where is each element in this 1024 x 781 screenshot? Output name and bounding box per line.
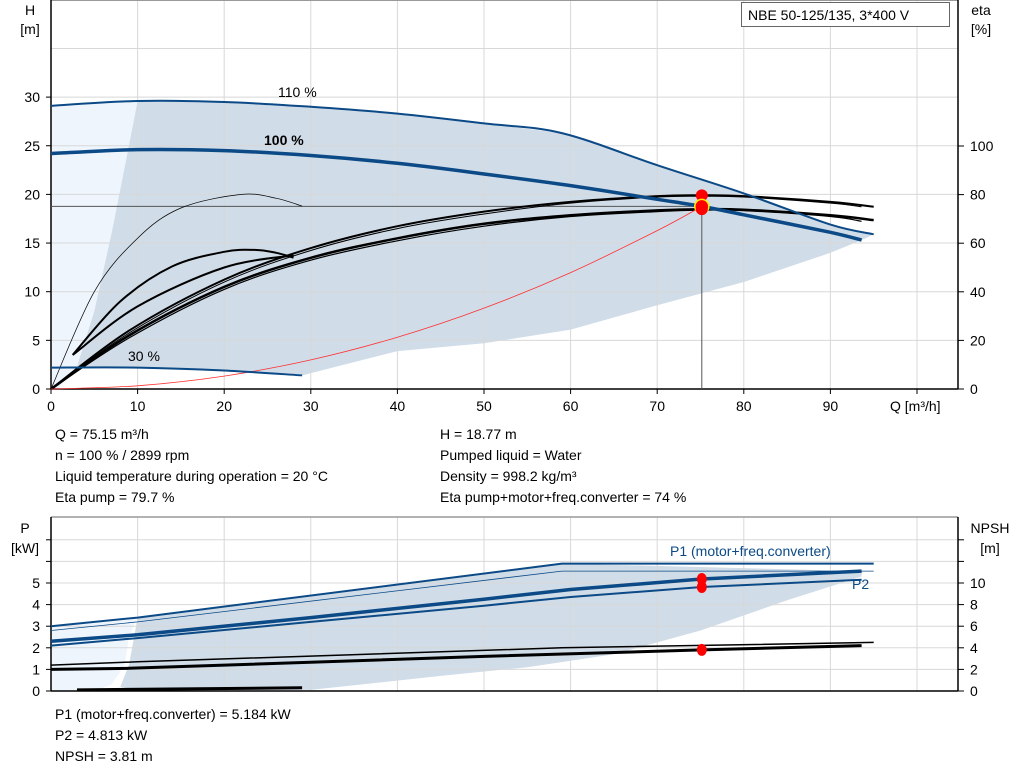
min-speed-curve — [50, 193, 303, 390]
x-tick-label: 20 — [216, 398, 232, 414]
p-tick-label: 4 — [32, 597, 40, 613]
info-top-left: Q = 75.15 m³/h n = 100 % / 2899 rpm Liqu… — [55, 424, 328, 508]
npsh-tick-label: 10 — [970, 575, 986, 591]
y2-tick-label: 60 — [970, 235, 986, 251]
y-axis-label: H — [25, 2, 35, 18]
y-tick-label: 20 — [24, 186, 40, 202]
eta-pump-point — [695, 189, 708, 202]
npsh-tick-label: 2 — [970, 661, 978, 677]
npsh-axis-label: NPSH — [971, 520, 1010, 536]
y2-tick-label: 0 — [970, 381, 978, 397]
p-tick-label: 5 — [32, 575, 40, 591]
info-p1: P1 (motor+freq.converter) = 5.184 kW — [55, 706, 291, 722]
p2-series-label: P2 — [852, 576, 869, 592]
info-npsh: NPSH = 3.81 m — [55, 748, 153, 764]
x-tick-label: 30 — [303, 398, 319, 414]
y2-axis-unit: [%] — [971, 21, 991, 37]
p-axis-label: P — [20, 520, 29, 536]
y-tick-label: 15 — [24, 235, 40, 251]
power-curve — [50, 570, 874, 631]
min-speed-curve — [71, 248, 294, 356]
power-curve — [50, 562, 874, 628]
eta-total-point — [695, 203, 708, 216]
npsh-point — [696, 643, 707, 656]
y-tick-label: 0 — [32, 381, 40, 397]
x-tick-label: 60 — [563, 398, 579, 414]
info-top-right: H = 18.77 m Pumped liquid = Water Densit… — [440, 424, 686, 508]
pump-title-box: NBE 50-125/135, 3*400 V — [741, 2, 950, 27]
info-bottom: P1 (motor+freq.converter) = 5.184 kW P2 … — [55, 704, 291, 767]
operating-region-bottom — [120, 563, 862, 691]
head-curve — [50, 99, 874, 236]
info-liquid-temp: Liquid temperature during operation = 20… — [55, 468, 328, 484]
y-axis-unit: [m] — [20, 21, 39, 37]
npsh-tick-label: 6 — [970, 618, 978, 634]
x-axis-label: Q [m³/h] — [890, 398, 941, 414]
x-tick-label: 10 — [130, 398, 146, 414]
efficiency-curve — [50, 195, 862, 390]
x-tick-label: 70 — [649, 398, 665, 414]
efficiency-curve — [50, 194, 874, 390]
npsh-tick-label: 8 — [970, 597, 978, 613]
p-tick-label: 1 — [32, 661, 40, 677]
y-tick-label: 30 — [24, 89, 40, 105]
p-axis-unit: [kW] — [11, 540, 39, 556]
curve-label-110: 110 % — [278, 84, 317, 100]
p2-point — [696, 581, 707, 594]
info-flow: Q = 75.15 m³/h — [55, 426, 149, 442]
y-tick-label: 5 — [32, 332, 40, 348]
y-tick-label: 25 — [24, 138, 40, 154]
npsh-tick-label: 4 — [970, 640, 978, 656]
p-tick-label: 3 — [32, 618, 40, 634]
p-tick-label: 0 — [32, 683, 40, 699]
info-pumped-liquid: Pumped liquid = Water — [440, 447, 582, 463]
efficiency-curve — [72, 254, 294, 356]
head-curve — [50, 147, 863, 242]
x-tick-label: 80 — [736, 398, 752, 414]
y2-tick-label: 100 — [970, 138, 994, 154]
head-curve — [50, 366, 303, 377]
operating-region — [77, 101, 874, 376]
system-curve — [50, 206, 702, 390]
npsh-curve — [50, 641, 874, 666]
y2-tick-label: 20 — [970, 332, 986, 348]
y2-axis-label: eta — [971, 2, 991, 18]
info-eta-pump: Eta pump = 79.7 % — [55, 489, 175, 505]
npsh-tick-label: 0 — [970, 683, 978, 699]
y2-tick-label: 80 — [970, 187, 986, 203]
info-speed: n = 100 % / 2899 rpm — [55, 447, 190, 463]
y2-tick-label: 40 — [970, 284, 986, 300]
curve-label-100: 100 % — [264, 132, 304, 148]
info-eta-total: Eta pump+motor+freq.converter = 74 % — [440, 489, 687, 505]
info-p2: P2 = 4.813 kW — [55, 727, 148, 743]
info-head: H = 18.77 m — [440, 426, 517, 442]
npsh-curve — [76, 686, 303, 692]
p1-series-label: P1 (motor+freq.converter) — [670, 543, 831, 559]
npsh-curve — [50, 644, 862, 671]
npsh-axis-unit: [m] — [980, 540, 999, 556]
efficiency-curve — [50, 209, 862, 390]
efficiency-curve — [50, 207, 874, 391]
x-tick-label: 90 — [823, 398, 839, 414]
x-tick-label: 50 — [476, 398, 492, 414]
light-region — [51, 101, 138, 389]
p-tick-label: 2 — [32, 640, 40, 656]
curve-label-30: 30 % — [128, 348, 160, 364]
info-density: Density = 998.2 kg/m³ — [440, 468, 577, 484]
y-tick-label: 10 — [24, 284, 40, 300]
x-tick-label: 0 — [47, 398, 55, 414]
x-tick-label: 40 — [390, 398, 406, 414]
